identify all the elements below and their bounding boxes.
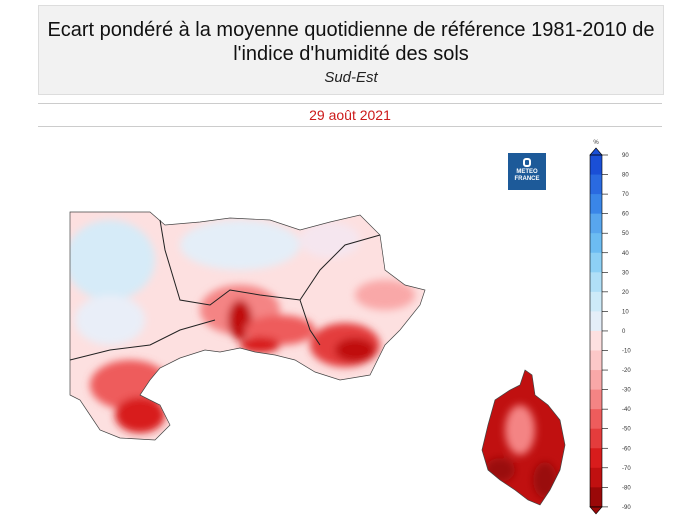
legend-band	[590, 350, 602, 371]
mainland-outline	[69, 211, 426, 441]
legend-band	[590, 428, 602, 449]
legend-tick-label: -60	[622, 446, 631, 452]
legend-band	[590, 330, 602, 351]
legend-band	[590, 155, 602, 176]
legend-band	[590, 467, 602, 488]
legend-band	[590, 370, 602, 391]
region-subtitle: Sud-Est	[324, 69, 378, 86]
legend-unit: %	[593, 140, 599, 146]
legend-band	[590, 252, 602, 273]
legend-tick-label: -10	[622, 349, 631, 355]
color-scale-legend: % 90 80 70 60 50 40 30 20 10 0 -10 -20 -30 -40 -50 -60 -7…	[589, 140, 631, 515]
map-title: Ecart pondéré à la moyenne quotidienne d…	[47, 19, 655, 65]
logo-text-2: FRANCE	[514, 176, 540, 182]
legend-tick-label: 40	[622, 251, 629, 257]
region-borders	[69, 219, 381, 361]
legend-band	[590, 487, 602, 508]
legend-max-arrow	[589, 147, 603, 156]
legend-band	[590, 174, 602, 195]
legend-band	[590, 233, 602, 254]
date-label: 29 août 2021	[309, 107, 391, 123]
legend-band	[590, 272, 602, 293]
logo-text-1: METEO	[516, 169, 538, 175]
title-panel: Ecart pondéré à la moyenne quotidienne d…	[38, 5, 664, 95]
legend-tick-label: 10	[622, 309, 629, 315]
date-bar: 29 août 2021	[38, 103, 662, 127]
legend-tick-label: 90	[622, 153, 629, 159]
legend-band	[590, 311, 602, 332]
legend-tick-label: 20	[622, 290, 629, 296]
logo-icon	[523, 158, 531, 167]
legend-band	[590, 213, 602, 234]
legend-tick-label: 70	[622, 192, 629, 198]
legend-band	[590, 448, 602, 469]
legend-tick-label: 30	[622, 270, 629, 276]
legend-tick-label: 60	[622, 212, 629, 218]
legend-tick-label: -20	[622, 368, 631, 374]
meteo-france-logo: METEO FRANCE	[508, 153, 546, 190]
legend-band	[590, 194, 602, 215]
legend-tick-label: 0	[622, 329, 626, 335]
legend-tick-label: -50	[622, 427, 631, 433]
legend-tick-label: 80	[622, 173, 629, 179]
legend-band	[590, 409, 602, 430]
legend-tick-label: -70	[622, 466, 631, 472]
legend-tick-label: -30	[622, 388, 631, 394]
legend-tick-label: -90	[622, 505, 631, 511]
legend-band	[590, 291, 602, 312]
legend-tick-label: 50	[622, 231, 629, 237]
legend-band	[590, 389, 602, 410]
mainland-map	[70, 212, 425, 440]
legend-min-arrow	[589, 506, 603, 515]
corsica-map	[482, 370, 565, 505]
corsica-outline	[481, 369, 566, 506]
legend-tick-label: -80	[622, 485, 631, 491]
legend-tick-label: -40	[622, 407, 631, 413]
